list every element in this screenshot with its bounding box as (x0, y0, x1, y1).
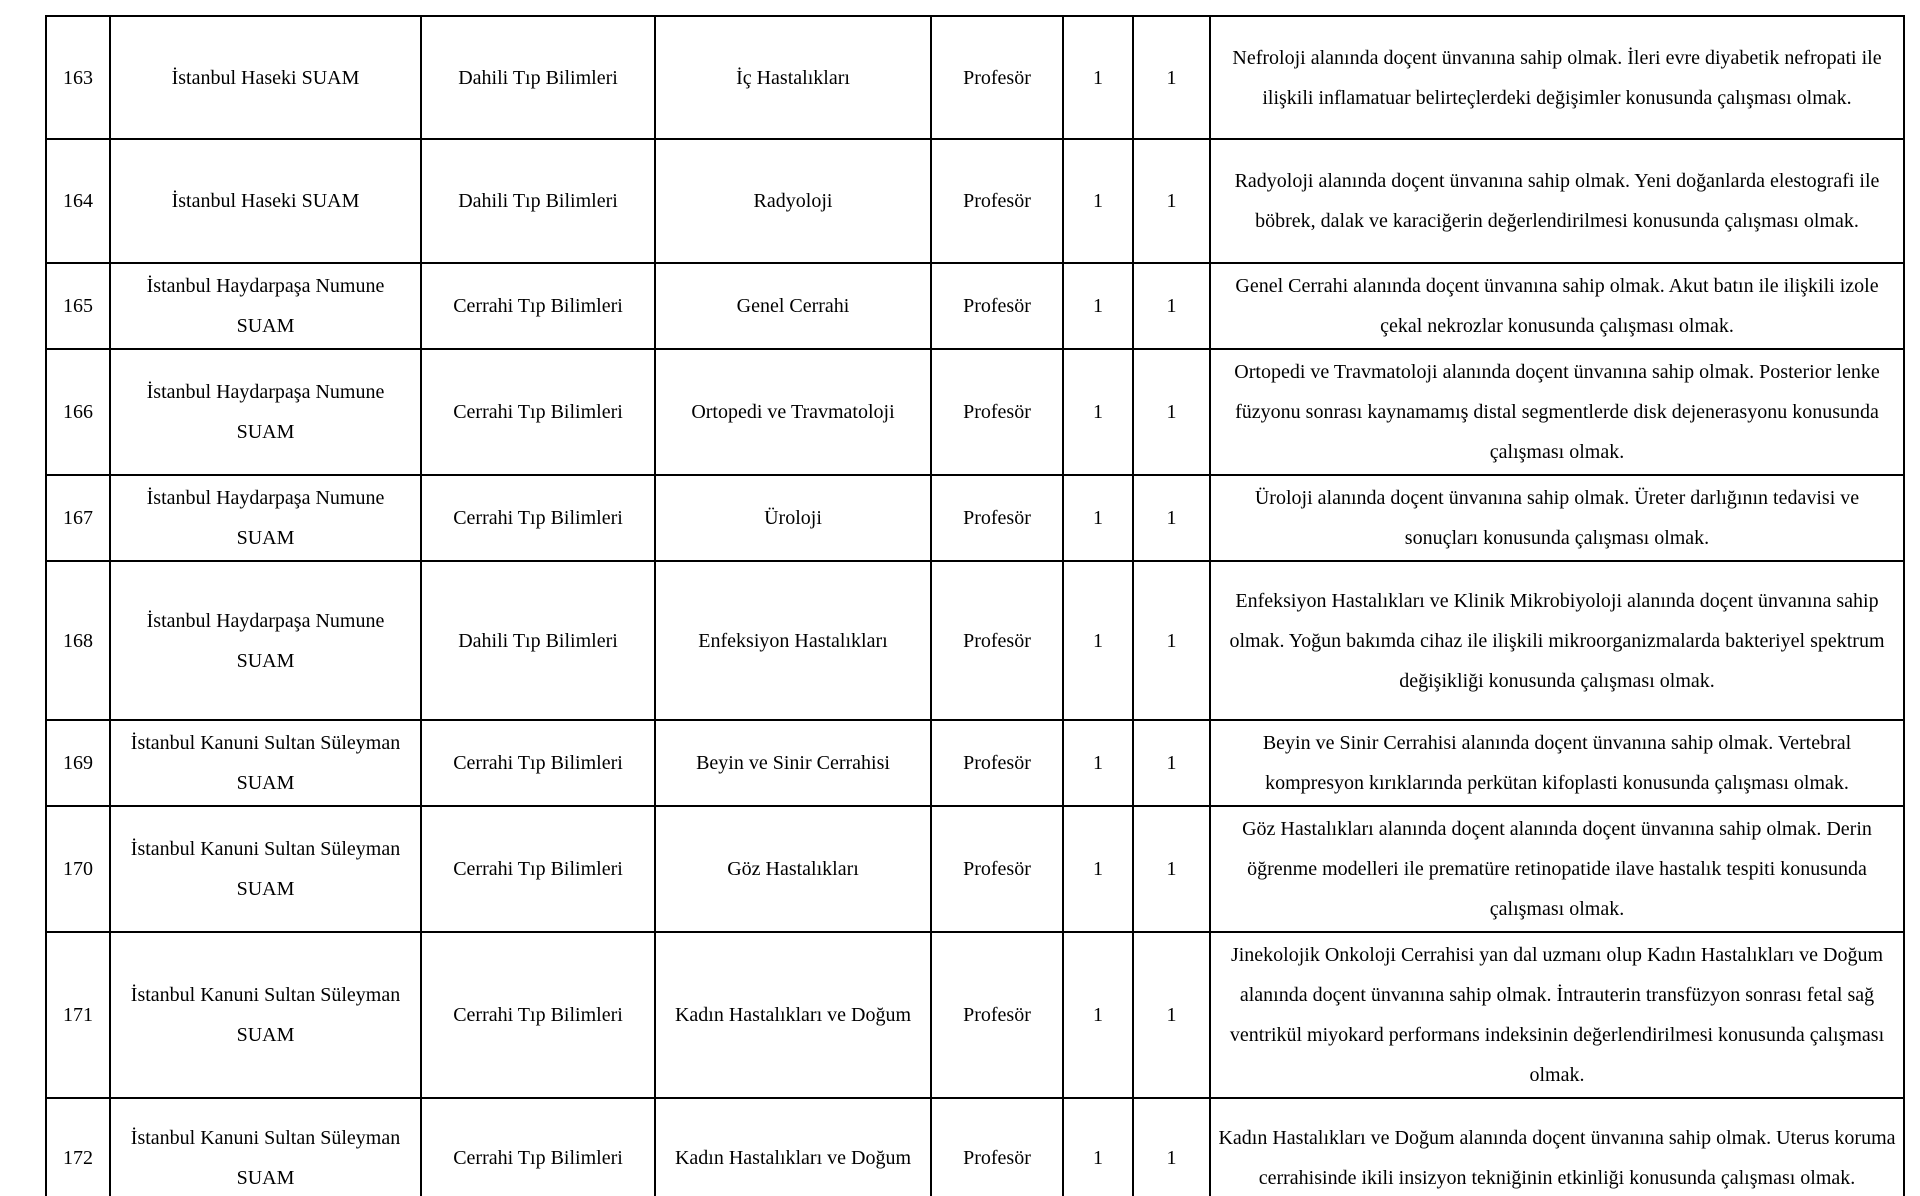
institution-cell: İstanbul Kanuni Sultan Süleyman SUAM (109, 931, 422, 1099)
branch-cell: Radyoloji (654, 138, 932, 264)
row-number-cell: 165 (45, 262, 111, 350)
department-cell: Dahili Tıp Bilimleri (420, 15, 656, 140)
table-row: 166 İstanbul Haydarpaşa Numune SUAM Cerr… (45, 348, 1905, 476)
institution-cell: İstanbul Kanuni Sultan Süleyman SUAM (109, 805, 422, 933)
requirement-cell: Enfeksiyon Hastalıkları ve Klinik Mikrob… (1209, 560, 1905, 721)
count-cell: 1 (1132, 719, 1211, 807)
grade-cell: 1 (1062, 719, 1134, 807)
title-cell: Profesör (930, 262, 1064, 350)
table-row: 172 İstanbul Kanuni Sultan Süleyman SUAM… (45, 1097, 1905, 1196)
row-number-cell: 166 (45, 348, 111, 476)
title-cell: Profesör (930, 805, 1064, 933)
branch-cell: Beyin ve Sinir Cerrahisi (654, 719, 932, 807)
department-cell: Cerrahi Tıp Bilimleri (420, 719, 656, 807)
branch-cell: Ortopedi ve Travmatoloji (654, 348, 932, 476)
title-cell: Profesör (930, 474, 1064, 562)
department-cell: Cerrahi Tıp Bilimleri (420, 1097, 656, 1196)
table-row: 167 İstanbul Haydarpaşa Numune SUAM Cerr… (45, 474, 1905, 562)
institution-cell: İstanbul Haseki SUAM (109, 138, 422, 264)
row-number-cell: 163 (45, 15, 111, 140)
row-number-cell: 172 (45, 1097, 111, 1196)
table-row: 170 İstanbul Kanuni Sultan Süleyman SUAM… (45, 805, 1905, 933)
grade-cell: 1 (1062, 15, 1134, 140)
department-cell: Cerrahi Tıp Bilimleri (420, 474, 656, 562)
count-cell: 1 (1132, 560, 1211, 721)
count-cell: 1 (1132, 15, 1211, 140)
requirement-cell: Jinekolojik Onkoloji Cerrahisi yan dal u… (1209, 931, 1905, 1099)
department-cell: Dahili Tıp Bilimleri (420, 560, 656, 721)
requirement-cell: Beyin ve Sinir Cerrahisi alanında doçent… (1209, 719, 1905, 807)
count-cell: 1 (1132, 474, 1211, 562)
requirement-cell: Kadın Hastalıkları ve Doğum alanında doç… (1209, 1097, 1905, 1196)
requirement-cell: Üroloji alanında doçent ünvanına sahip o… (1209, 474, 1905, 562)
title-cell: Profesör (930, 1097, 1064, 1196)
table-row: 164 İstanbul Haseki SUAM Dahili Tıp Bili… (45, 138, 1905, 264)
table-row: 163 İstanbul Haseki SUAM Dahili Tıp Bili… (45, 15, 1905, 140)
requirement-cell: Ortopedi ve Travmatoloji alanında doçent… (1209, 348, 1905, 476)
count-cell: 1 (1132, 805, 1211, 933)
institution-cell: İstanbul Kanuni Sultan Süleyman SUAM (109, 719, 422, 807)
department-cell: Cerrahi Tıp Bilimleri (420, 805, 656, 933)
grade-cell: 1 (1062, 931, 1134, 1099)
branch-cell: Üroloji (654, 474, 932, 562)
institution-cell: İstanbul Haydarpaşa Numune SUAM (109, 262, 422, 350)
institution-cell: İstanbul Haydarpaşa Numune SUAM (109, 348, 422, 476)
branch-cell: İç Hastalıkları (654, 15, 932, 140)
department-cell: Cerrahi Tıp Bilimleri (420, 348, 656, 476)
institution-cell: İstanbul Haydarpaşa Numune SUAM (109, 474, 422, 562)
positions-table: 163 İstanbul Haseki SUAM Dahili Tıp Bili… (45, 15, 1905, 1196)
grade-cell: 1 (1062, 474, 1134, 562)
count-cell: 1 (1132, 348, 1211, 476)
row-number-cell: 164 (45, 138, 111, 264)
branch-cell: Enfeksiyon Hastalıkları (654, 560, 932, 721)
table-row: 168 İstanbul Haydarpaşa Numune SUAM Dahi… (45, 560, 1905, 721)
count-cell: 1 (1132, 931, 1211, 1099)
count-cell: 1 (1132, 262, 1211, 350)
grade-cell: 1 (1062, 138, 1134, 264)
row-number-cell: 171 (45, 931, 111, 1099)
title-cell: Profesör (930, 138, 1064, 264)
title-cell: Profesör (930, 560, 1064, 721)
row-number-cell: 168 (45, 560, 111, 721)
branch-cell: Kadın Hastalıkları ve Doğum (654, 1097, 932, 1196)
row-number-cell: 169 (45, 719, 111, 807)
count-cell: 1 (1132, 138, 1211, 264)
table-row: 171 İstanbul Kanuni Sultan Süleyman SUAM… (45, 931, 1905, 1099)
row-number-cell: 170 (45, 805, 111, 933)
requirement-cell: Genel Cerrahi alanında doçent ünvanına s… (1209, 262, 1905, 350)
institution-cell: İstanbul Haseki SUAM (109, 15, 422, 140)
title-cell: Profesör (930, 719, 1064, 807)
table-row: 165 İstanbul Haydarpaşa Numune SUAM Cerr… (45, 262, 1905, 350)
institution-cell: İstanbul Kanuni Sultan Süleyman SUAM (109, 1097, 422, 1196)
department-cell: Cerrahi Tıp Bilimleri (420, 931, 656, 1099)
title-cell: Profesör (930, 931, 1064, 1099)
branch-cell: Genel Cerrahi (654, 262, 932, 350)
grade-cell: 1 (1062, 560, 1134, 721)
branch-cell: Göz Hastalıkları (654, 805, 932, 933)
department-cell: Cerrahi Tıp Bilimleri (420, 262, 656, 350)
requirement-cell: Radyoloji alanında doçent ünvanına sahip… (1209, 138, 1905, 264)
institution-cell: İstanbul Haydarpaşa Numune SUAM (109, 560, 422, 721)
requirement-cell: Göz Hastalıkları alanında doçent alanınd… (1209, 805, 1905, 933)
grade-cell: 1 (1062, 348, 1134, 476)
row-number-cell: 167 (45, 474, 111, 562)
branch-cell: Kadın Hastalıkları ve Doğum (654, 931, 932, 1099)
grade-cell: 1 (1062, 1097, 1134, 1196)
department-cell: Dahili Tıp Bilimleri (420, 138, 656, 264)
grade-cell: 1 (1062, 262, 1134, 350)
title-cell: Profesör (930, 348, 1064, 476)
table-row: 169 İstanbul Kanuni Sultan Süleyman SUAM… (45, 719, 1905, 807)
grade-cell: 1 (1062, 805, 1134, 933)
title-cell: Profesör (930, 15, 1064, 140)
requirement-cell: Nefroloji alanında doçent ünvanına sahip… (1209, 15, 1905, 140)
count-cell: 1 (1132, 1097, 1211, 1196)
